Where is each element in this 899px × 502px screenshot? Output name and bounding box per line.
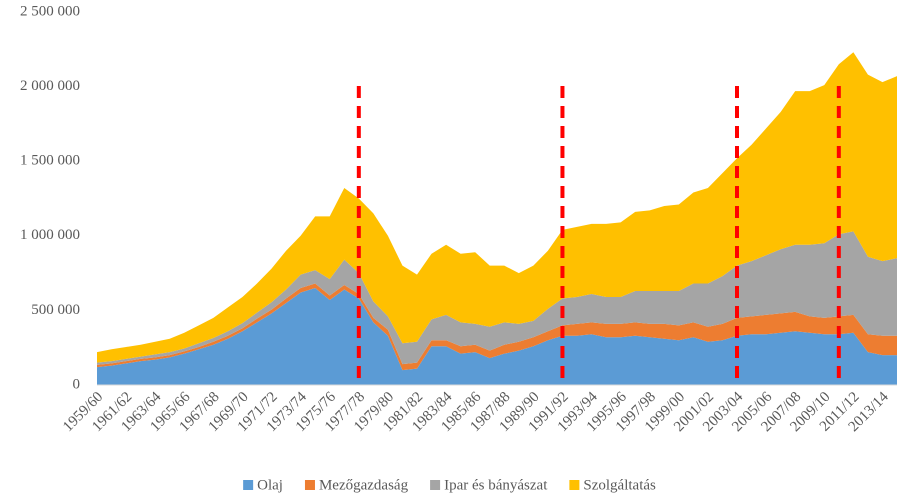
legend-swatch [304, 480, 315, 490]
legend-label: Szolgáltatás [583, 477, 656, 493]
y-tick-label: 1 000 000 [20, 227, 80, 243]
legend-swatch [243, 480, 254, 490]
legend-swatch [430, 480, 441, 490]
y-tick-label: 0 [73, 376, 81, 392]
legend-swatch [569, 480, 580, 490]
y-tick-label: 1 500 000 [20, 153, 80, 169]
y-tick-label: 2 000 000 [20, 78, 80, 94]
legend-label: Ipar és bányászat [444, 477, 548, 493]
legend-label: Mezőgazdaság [319, 477, 409, 493]
y-tick-label: 2 500 000 [20, 3, 80, 19]
area [97, 231, 897, 365]
area [97, 288, 897, 385]
legend-label: Olaj [257, 477, 283, 493]
y-tick-label: 500 000 [31, 302, 80, 318]
